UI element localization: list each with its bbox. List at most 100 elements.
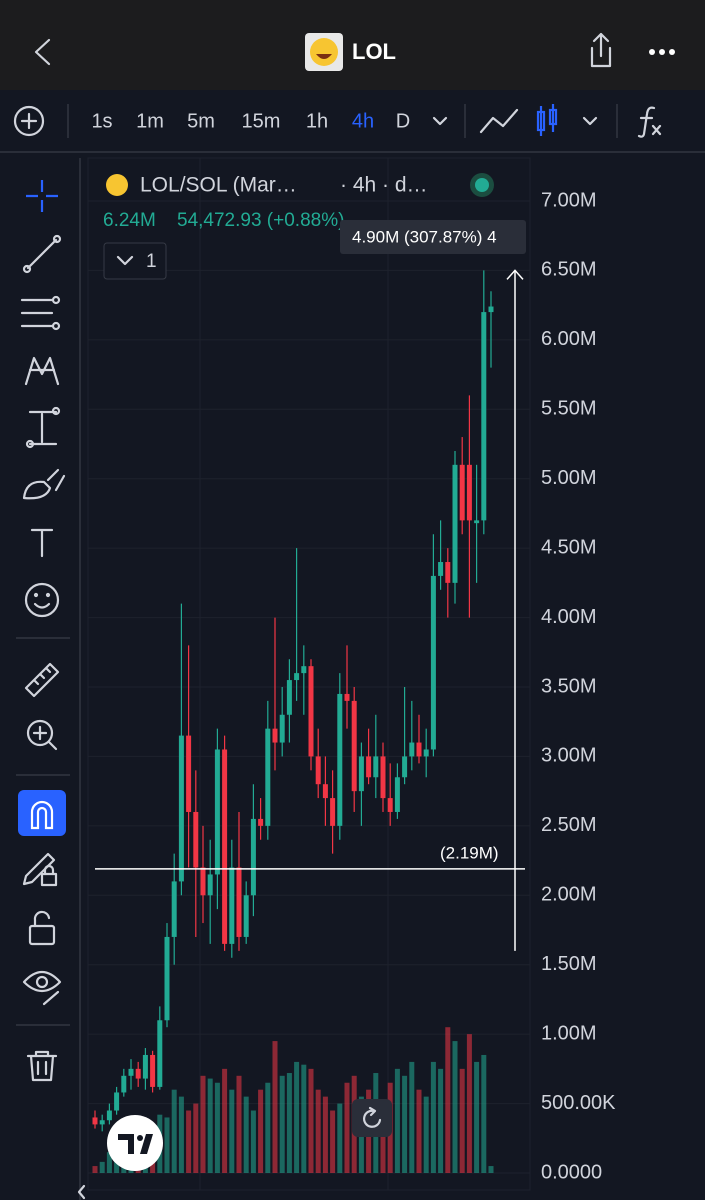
measure-arrow [506,269,524,280]
candle-body [394,777,400,812]
more-button[interactable] [649,49,675,55]
legend-symbol: LOL/SOL (Mar… [140,174,297,197]
candle-body [330,798,336,826]
indicator-toggle[interactable] [103,242,167,280]
candle-body [402,756,408,778]
interval-button[interactable]: 1s [91,110,112,132]
trendline-tool[interactable] [22,234,62,274]
add-button[interactable] [13,105,45,137]
volume-bar [279,1075,285,1173]
candle-body [272,728,278,743]
visibility-tool[interactable] [22,970,62,1006]
emoji-tool[interactable] [24,582,60,618]
header-bar [0,0,705,90]
volume-bar [193,1103,199,1173]
back-button[interactable] [34,38,51,66]
interval-button[interactable]: D [396,110,410,132]
interval-button[interactable]: 15m [242,110,281,132]
candle-body [193,811,199,868]
y-tick-label: 5.50M [541,398,597,420]
magnet-tool[interactable] [18,790,66,836]
candle-body [286,680,292,715]
candle-body [106,1110,112,1121]
crosshair-tool[interactable] [26,180,58,212]
y-tick-label: 4.00M [541,606,597,628]
y-tick-label: 2.00M [541,884,597,906]
candle-body [301,666,307,674]
y-tick-label: 3.00M [541,745,597,767]
candle-body [157,1020,163,1087]
candle-body [222,749,228,944]
candle-body [459,464,465,521]
interval-dropdown[interactable] [432,116,448,126]
horizontal-line-label: (2.19M) [440,843,499,862]
volume-bar [409,1061,415,1173]
candle-body [178,735,184,882]
volume-bar [236,1075,242,1173]
text-tool[interactable] [30,528,54,558]
candle-body [92,1117,98,1125]
candle-body [466,464,472,521]
projection-tool[interactable] [25,406,61,449]
candle-body [438,562,444,576]
ruler-tool[interactable] [24,662,60,698]
volume-bar [402,1075,408,1173]
candle-body [488,306,494,313]
volume-bar [430,1061,436,1173]
candle-body [366,756,372,778]
candle-body [279,714,285,743]
unlock-tool[interactable] [28,910,56,946]
candle-body [380,756,386,799]
volume-bar [250,1110,256,1173]
candle-body [200,867,206,896]
indicator-count: 1 [146,251,157,272]
candle-body [481,312,487,521]
candle-body [445,562,451,583]
candle-body [322,784,328,799]
interval-button[interactable]: 4h [352,110,374,132]
candle-body [294,673,300,681]
pattern-tool[interactable] [24,356,60,386]
scroll-left[interactable] [77,1184,86,1200]
volume-bar [222,1068,228,1173]
candle-body [416,742,422,757]
volume-bar [474,1061,480,1173]
share-button[interactable] [590,32,612,68]
chart-type-dropdown[interactable] [582,116,598,126]
candle-body [358,756,364,792]
reset-button[interactable] [352,1099,392,1137]
y-tick-label: 1.50M [541,953,597,975]
candle-body [344,693,350,701]
y-tick-label: 7.00M [541,189,597,211]
delete-tool[interactable] [26,1050,58,1082]
candle-chart-button[interactable] [536,104,558,136]
interval-button[interactable]: 5m [187,110,215,132]
measure-label: 4.90M (307.87%) 4 [352,227,497,246]
candle-body [308,666,314,757]
fib-tool[interactable] [20,295,61,331]
measure-label-bg [340,220,526,254]
token-icon-mouth [316,54,332,59]
zoom-tool[interactable] [26,719,58,751]
market-status [475,178,489,192]
volume-bar [99,1161,105,1173]
brush-tool[interactable] [22,468,66,500]
volume-bar [164,1117,170,1173]
volume-bar [322,1096,328,1173]
candle-body [250,818,256,896]
volume-bar [243,1096,249,1173]
candle-body [423,749,429,757]
interval-button[interactable]: 1h [306,110,328,132]
interval-button[interactable]: 1m [136,110,164,132]
indicators-button[interactable] [637,106,662,138]
line-chart-button[interactable] [479,108,519,134]
volume-bar [459,1068,465,1173]
y-tick-label: 0.0000 [541,1161,602,1183]
candle-body [171,881,177,937]
candle-body [236,867,242,937]
lock-drawings-tool[interactable] [22,852,58,887]
legend-meta: · 4h · d… [340,174,428,197]
candle-body [387,798,393,812]
